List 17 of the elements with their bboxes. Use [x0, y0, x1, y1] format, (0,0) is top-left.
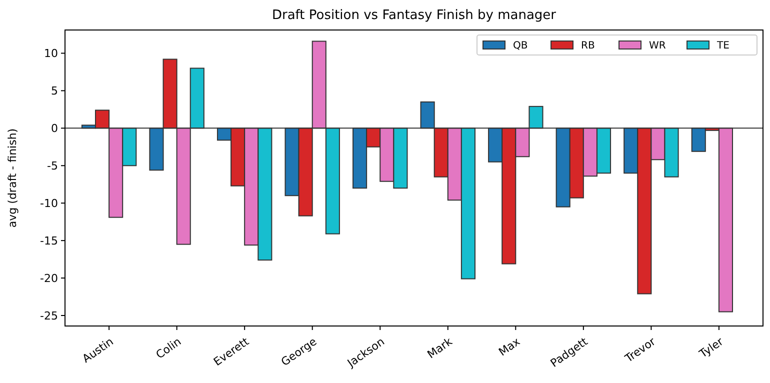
- x-tick-label: Tyler: [696, 334, 726, 362]
- chart-title: Draft Position vs Fantasy Finish by manager: [272, 8, 557, 23]
- y-tick-label: 10: [44, 47, 58, 60]
- y-tick-label: -5: [47, 159, 58, 172]
- y-tick-label: -20: [40, 272, 58, 285]
- y-tick-label: -10: [40, 196, 58, 210]
- x-tick-label: Max: [496, 334, 523, 359]
- x-tick-label: Colin: [154, 335, 184, 362]
- legend-label: WR: [649, 40, 666, 52]
- y-tick-label: 5: [51, 84, 58, 98]
- y-tick-label: -25: [40, 309, 58, 322]
- legend-label: QB: [513, 40, 528, 52]
- legend-label: TE: [716, 40, 730, 52]
- y-tick-label: 0: [51, 122, 58, 136]
- y-tick-label: -15: [40, 234, 58, 248]
- legend-label: RB: [581, 40, 595, 52]
- y-axis-title: avg (draft - finish): [6, 128, 19, 228]
